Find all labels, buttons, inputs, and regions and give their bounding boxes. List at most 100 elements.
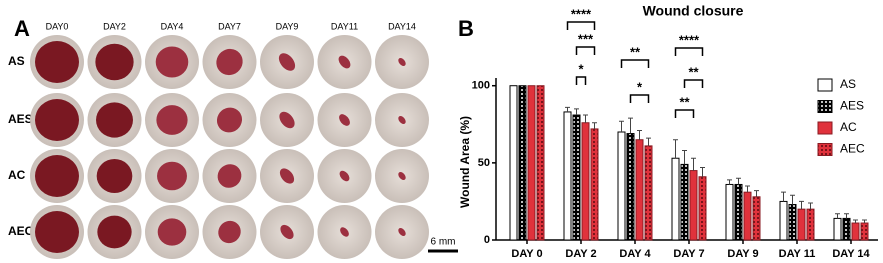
legend-swatch [817,78,833,92]
wound [216,107,243,133]
chart-title: Wound closure [643,3,744,19]
bar [833,217,842,241]
photo-grid: DAY0 DAY2 DAY4 DAY7 DAY9 DAY11 DAY14 AS AES AC AEC [8,21,429,259]
error-bar [637,129,642,140]
bar [779,200,788,241]
x-tick-label: DAY 0 [511,248,542,260]
y-tick-label: 100 [472,80,490,92]
error-bar [673,139,678,159]
wound [398,57,406,67]
wound [157,161,187,191]
error-bar [835,213,840,219]
bar [518,85,527,241]
wound [398,115,406,125]
significance-bracket [575,46,596,55]
y-tick-label: 50 [478,157,490,169]
bar [689,170,698,241]
wound [339,170,350,182]
legend-label: AS [840,77,856,91]
wound [398,227,406,237]
significance-bracket [674,47,704,56]
wound [96,158,133,194]
error-bar [574,108,579,116]
column-label: DAY4 [161,21,184,31]
bar [806,208,815,241]
bar [671,157,680,241]
column-label: DAY9 [276,21,299,31]
x-tick-label: DAY 4 [619,248,651,260]
significance-label: ** [630,44,641,59]
wound [157,218,187,246]
bar [581,122,590,241]
bar [851,222,860,241]
x-tick-label: DAY 2 [565,248,596,260]
significance-label: * [637,79,643,94]
error-bar [754,190,759,197]
wound [35,99,79,141]
error-bar [727,179,732,185]
error-bar [862,219,867,224]
wound [97,215,132,249]
error-bar [745,185,750,193]
significance-label: ** [679,94,690,109]
bar [644,145,653,241]
bar [752,196,761,241]
bar [842,217,851,241]
bar [797,208,806,241]
bar [509,85,518,241]
row-label: AC [8,168,26,182]
error-bar [646,137,651,146]
wound [96,102,133,138]
legend-swatch [817,121,833,135]
error-bar [592,122,597,129]
significance-label: ** [688,64,699,79]
column-label: DAY11 [331,21,358,31]
x-tick-label: DAY 9 [727,248,758,260]
wound [156,105,188,135]
row-label: AEC [8,224,34,238]
wound [279,168,295,184]
significance-label: **** [571,6,592,21]
significance-bracket [683,79,704,88]
x-tick-label: DAY 14 [832,248,870,260]
column-label: DAY7 [218,21,241,31]
error-bar [619,120,624,132]
wound [340,227,349,237]
wound [95,43,134,81]
column-label: DAY14 [388,21,416,31]
row-label: AS [8,54,25,68]
legend-label: AES [840,99,864,113]
error-bar [691,157,696,171]
bar [626,133,635,241]
wound [35,41,79,83]
significance-bracket [566,21,596,30]
x-tick-label: DAY 11 [779,248,816,260]
error-bar [565,106,570,112]
bar [563,111,572,241]
wound [218,220,241,244]
wound [35,211,79,253]
legend-label: AEC [840,142,865,156]
bar [527,85,536,241]
x-tick-label: DAY 7 [673,248,704,260]
bar [725,183,734,241]
bar [698,176,707,241]
significance-bracket [629,94,650,103]
panel-label: B [458,16,474,41]
bar [635,139,644,241]
bar [536,85,545,241]
error-bar [799,200,804,210]
bar [590,128,599,241]
panel-label: A [14,16,30,41]
significance-bracket [620,59,650,68]
significance-bracket [674,109,695,118]
column-label: DAY0 [46,21,69,31]
row-label: AES [8,112,33,126]
bar [572,114,581,241]
column-label: DAY2 [103,21,126,31]
significance-bracket [575,76,587,85]
wound [338,55,351,69]
significance-label: * [578,61,584,76]
error-bar [844,213,849,219]
